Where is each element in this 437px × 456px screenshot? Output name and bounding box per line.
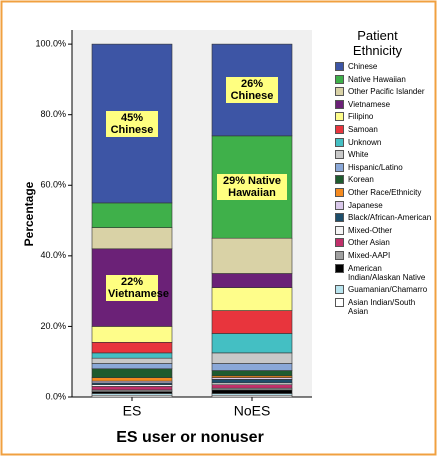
legend-item: Samoan	[335, 124, 435, 134]
legend-swatch	[335, 187, 344, 197]
legend-item: Other Race/Ethnicity	[335, 187, 435, 197]
legend-swatch	[335, 175, 344, 185]
legend-item: Mixed-AAPI	[335, 250, 435, 260]
legend-label: Chinese	[348, 62, 378, 71]
legend-item: White	[335, 150, 435, 160]
legend-item: Japanese	[335, 200, 435, 210]
bar-segment	[91, 326, 173, 343]
y-tick-label: 0.0%	[45, 391, 66, 401]
legend-item: Guamanian/Chamarro	[335, 285, 435, 295]
legend-label: Filipino	[348, 112, 374, 122]
y-tick-label: 20.0%	[40, 321, 66, 331]
legend-item: Korean	[335, 175, 435, 185]
legend-swatch	[335, 150, 344, 160]
legend-item: Other Asian	[335, 238, 435, 248]
legend-swatch	[335, 263, 344, 273]
y-tick-label: 60.0%	[40, 180, 66, 190]
bar-segment	[91, 352, 173, 359]
legend-swatch	[335, 213, 344, 223]
legend-swatch	[335, 162, 344, 172]
legend-label: Black/African-American	[348, 213, 432, 223]
bar-segment	[211, 384, 293, 389]
bar-segment	[211, 389, 293, 394]
legend-label: Native Hawaiian	[348, 74, 406, 84]
legend-swatch	[335, 250, 344, 260]
legend-item: American Indian/Alaskan Native	[335, 263, 435, 282]
legend-swatch	[335, 238, 344, 248]
legend-swatch	[335, 124, 344, 134]
value-label: 29% Native Hawaiian	[217, 174, 287, 201]
bar-segment	[211, 379, 293, 384]
legend-label: Unknown	[348, 137, 382, 147]
bar-segment	[211, 287, 293, 311]
legend-label: Samoan	[348, 124, 378, 134]
legend-swatch	[335, 225, 344, 235]
legend-item: Other Pacific Islander	[335, 87, 435, 97]
x-tick-label: ES	[123, 403, 142, 419]
value-label: 26% Chinese	[226, 76, 278, 103]
legend: Patient Ethnicity Chinese Native Hawaiian…	[335, 28, 435, 319]
bar-segment	[91, 227, 173, 250]
legend-swatch	[335, 74, 344, 84]
legend-label: Other Asian	[348, 238, 390, 248]
legend-item: Mixed-Other	[335, 225, 435, 235]
bar-segment	[211, 310, 293, 334]
y-tick-label: 80.0%	[40, 109, 66, 119]
bar-segment	[211, 363, 293, 371]
legend-item: Chinese	[335, 62, 435, 71]
legend-label: Asian Indian/South Asian	[348, 297, 416, 316]
bar-segment	[211, 333, 293, 354]
legend-label: Vietnamese	[348, 99, 391, 109]
legend-item: Filipino	[335, 112, 435, 122]
bar-segment	[211, 352, 293, 364]
legend-swatch	[335, 297, 344, 307]
legend-label: White	[348, 150, 369, 160]
value-label: 22% Vietnamese	[106, 274, 169, 301]
x-tick-label: NoES	[234, 403, 271, 419]
legend-item: Hispanic/Latino	[335, 162, 435, 172]
legend-swatch	[335, 99, 344, 109]
legend-title: Patient Ethnicity	[352, 28, 403, 58]
legend-label: Japanese	[348, 200, 383, 210]
legend-label: Korean	[348, 175, 374, 185]
bar-segment	[211, 273, 293, 288]
legend-label: Other Race/Ethnicity	[348, 187, 422, 197]
legend-label: Mixed-Other	[348, 225, 393, 235]
legend-swatch	[335, 87, 344, 97]
bar-segment	[91, 377, 173, 382]
legend-label: Hispanic/Latino	[348, 162, 403, 172]
bar-segment	[91, 342, 173, 354]
y-axis-title: Percentage	[22, 181, 36, 246]
legend-item: Vietnamese	[335, 99, 435, 109]
bar-segment	[91, 368, 173, 378]
legend-swatch	[335, 137, 344, 147]
bar-segment	[211, 237, 293, 274]
legend-swatch	[335, 112, 344, 122]
bar-segment	[211, 370, 293, 377]
legend-swatch	[335, 285, 344, 295]
legend-swatch	[335, 62, 344, 71]
legend-item: Asian Indian/South Asian	[335, 297, 435, 316]
legend-label: Other Pacific Islander	[348, 87, 425, 97]
y-tick-label: 40.0%	[40, 250, 66, 260]
bar-segment	[91, 357, 173, 364]
legend-swatch	[335, 200, 344, 210]
bar-segment	[91, 386, 173, 391]
x-axis-title: ES user or nonuser	[116, 429, 264, 446]
y-tick-label: 100.0%	[35, 38, 66, 48]
legend-label: American Indian/Alaskan Native	[348, 263, 426, 282]
legend-item: Black/African-American	[335, 213, 435, 223]
bar-segment	[91, 202, 173, 228]
value-label: 45% Chinese	[106, 110, 158, 137]
legend-item: Native Hawaiian	[335, 74, 435, 84]
legend-label: Guamanian/Chamarro	[348, 285, 428, 295]
bar-segment	[91, 363, 173, 370]
legend-item: Unknown	[335, 137, 435, 147]
legend-label: Mixed-AAPI	[348, 250, 391, 260]
